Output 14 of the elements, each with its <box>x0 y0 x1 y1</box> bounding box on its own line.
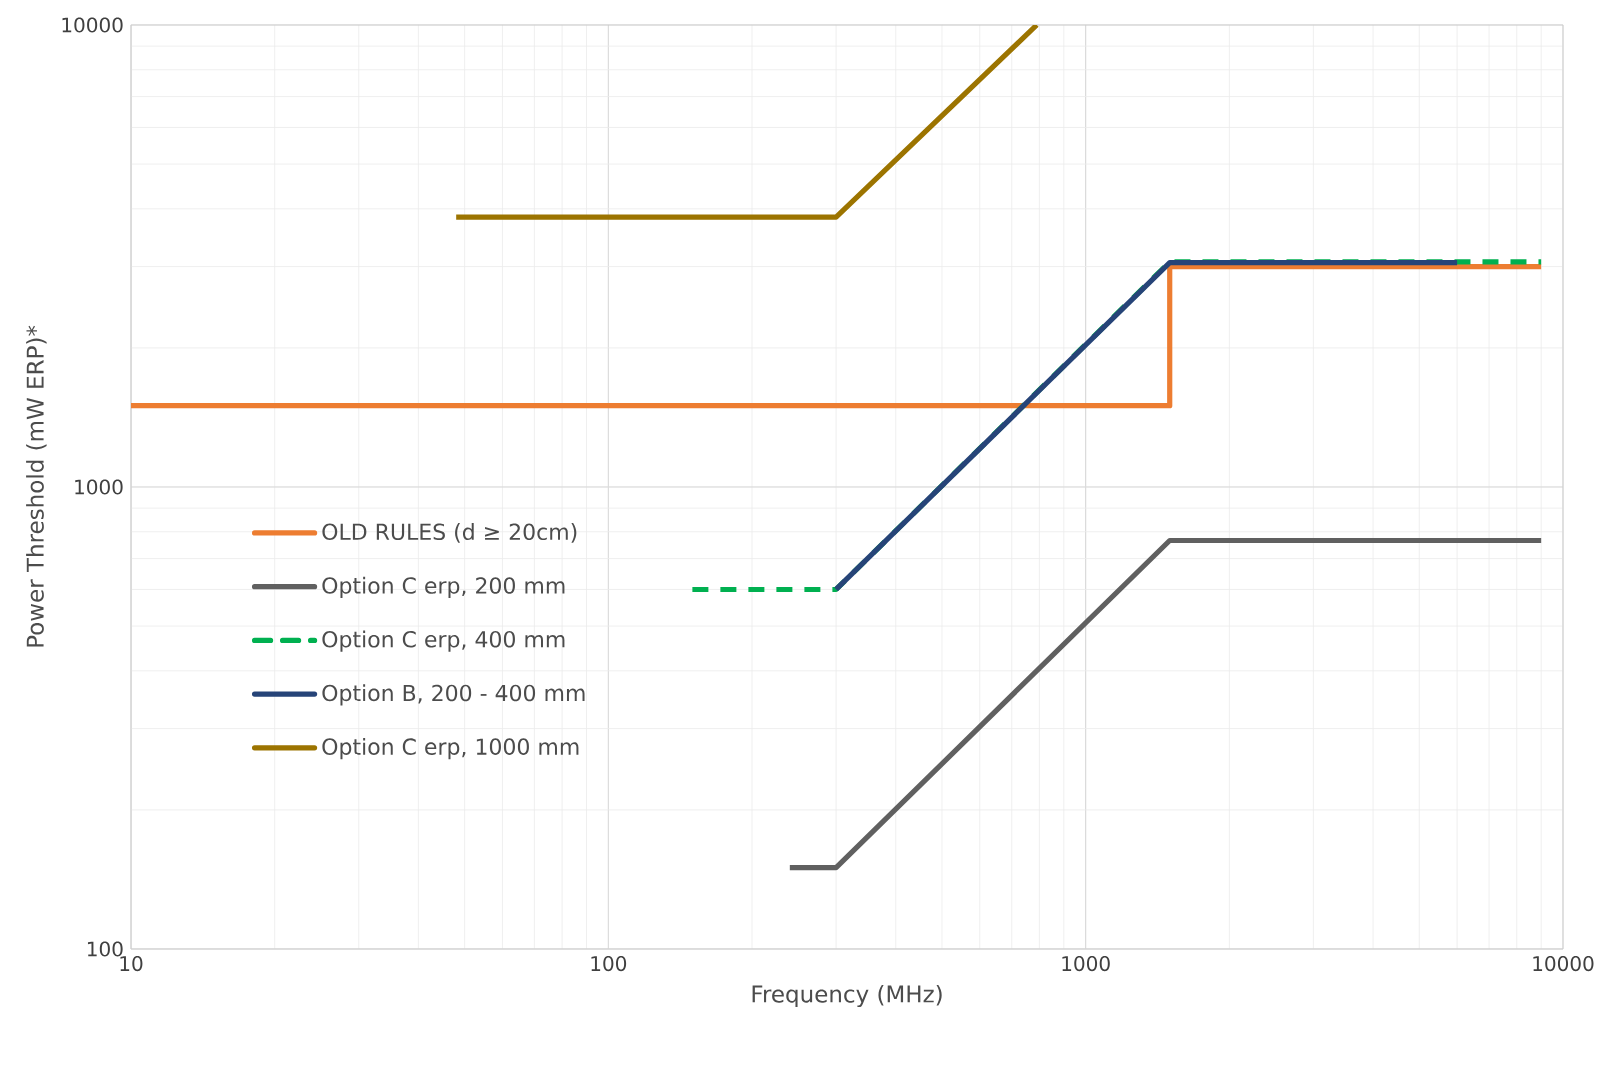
legend-label: Option B, 200 - 400 mm <box>322 684 585 706</box>
y-tick-label: 10000 <box>62 17 123 33</box>
x-tick-label: 100 <box>591 956 627 972</box>
y-axis-title: Power Threshold (mW ERP)* <box>26 325 47 647</box>
x-tick-label: 10 <box>120 956 143 972</box>
legend-label: Option C erp, 200 mm <box>322 576 565 599</box>
y-tick-label: 1000 <box>75 479 123 495</box>
x-tick-label: 1000 <box>1062 956 1110 972</box>
legend-label: Option C erp, 1000 mm <box>322 737 579 760</box>
x-tick-label: 10000 <box>1533 956 1594 972</box>
x-axis-title: Frequency (MHz) <box>752 984 942 1008</box>
legend-label: Option C erp, 400 mm <box>322 630 565 652</box>
y-tick-label: 100 <box>87 941 123 957</box>
legend-label: OLD RULES (d ≥ 20cm) <box>322 523 577 543</box>
